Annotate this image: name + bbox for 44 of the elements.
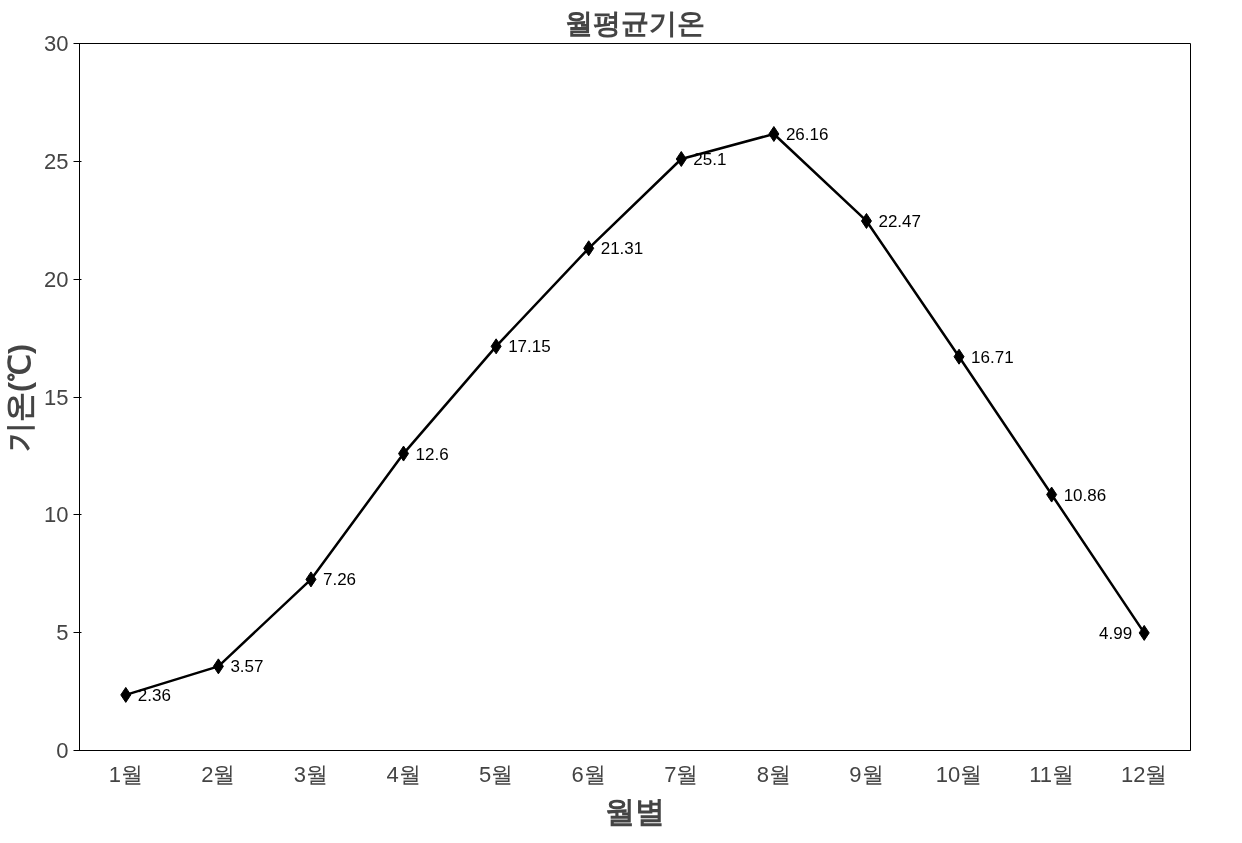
y-tick-label: 25 [44,148,69,174]
y-tick-label: 30 [44,31,69,56]
data-label: 3.57 [230,657,264,677]
x-tick-label: 6월 [571,761,606,787]
y-tick-label: 5 [56,620,69,646]
point [675,150,687,167]
point [860,212,872,229]
point [305,571,317,588]
data-label: 17.15 [508,337,551,357]
chart-title: 월평균기온 [565,7,705,39]
point [490,338,502,355]
y-tick-label: 20 [44,266,69,292]
point [398,445,410,462]
data-label: 16.71 [971,347,1014,367]
x-tick-label: 9월 [849,761,884,787]
x-tick-label: 7월 [664,761,699,787]
point [953,348,965,365]
data-label: 22.47 [878,211,922,231]
data-label: 12.6 [415,444,449,464]
x-tick-label: 4월 [386,761,421,787]
x-tick-label: 2월 [201,761,236,787]
y-tick-label: 15 [44,384,69,410]
point [120,686,132,703]
point [583,240,595,257]
point [1046,486,1058,503]
x-tick-label: 5월 [479,761,514,787]
x-tick-label: 1월 [108,761,143,787]
data-label: 10.86 [1063,485,1107,505]
x-tick-label: 11월 [1029,761,1075,787]
x-tick-label: 3월 [293,761,329,787]
x-axis-title: 월별 [605,794,665,828]
data-label: 4.99 [1099,623,1133,643]
x-tick-label: 8월 [756,761,792,787]
x-tick-label: 10월 [935,761,983,787]
y-tick-label: 10 [44,502,69,528]
x-tick-label: 12월 [1120,761,1168,787]
point [212,658,224,675]
data-label: 7.26 [322,570,357,590]
point [768,126,780,142]
data-label: 21.31 [600,239,644,259]
y-tick-label: 0 [56,738,69,763]
data-label: 26.16 [785,125,829,144]
point [1138,624,1150,641]
y-axis-title: 기온(℃) [3,344,37,452]
